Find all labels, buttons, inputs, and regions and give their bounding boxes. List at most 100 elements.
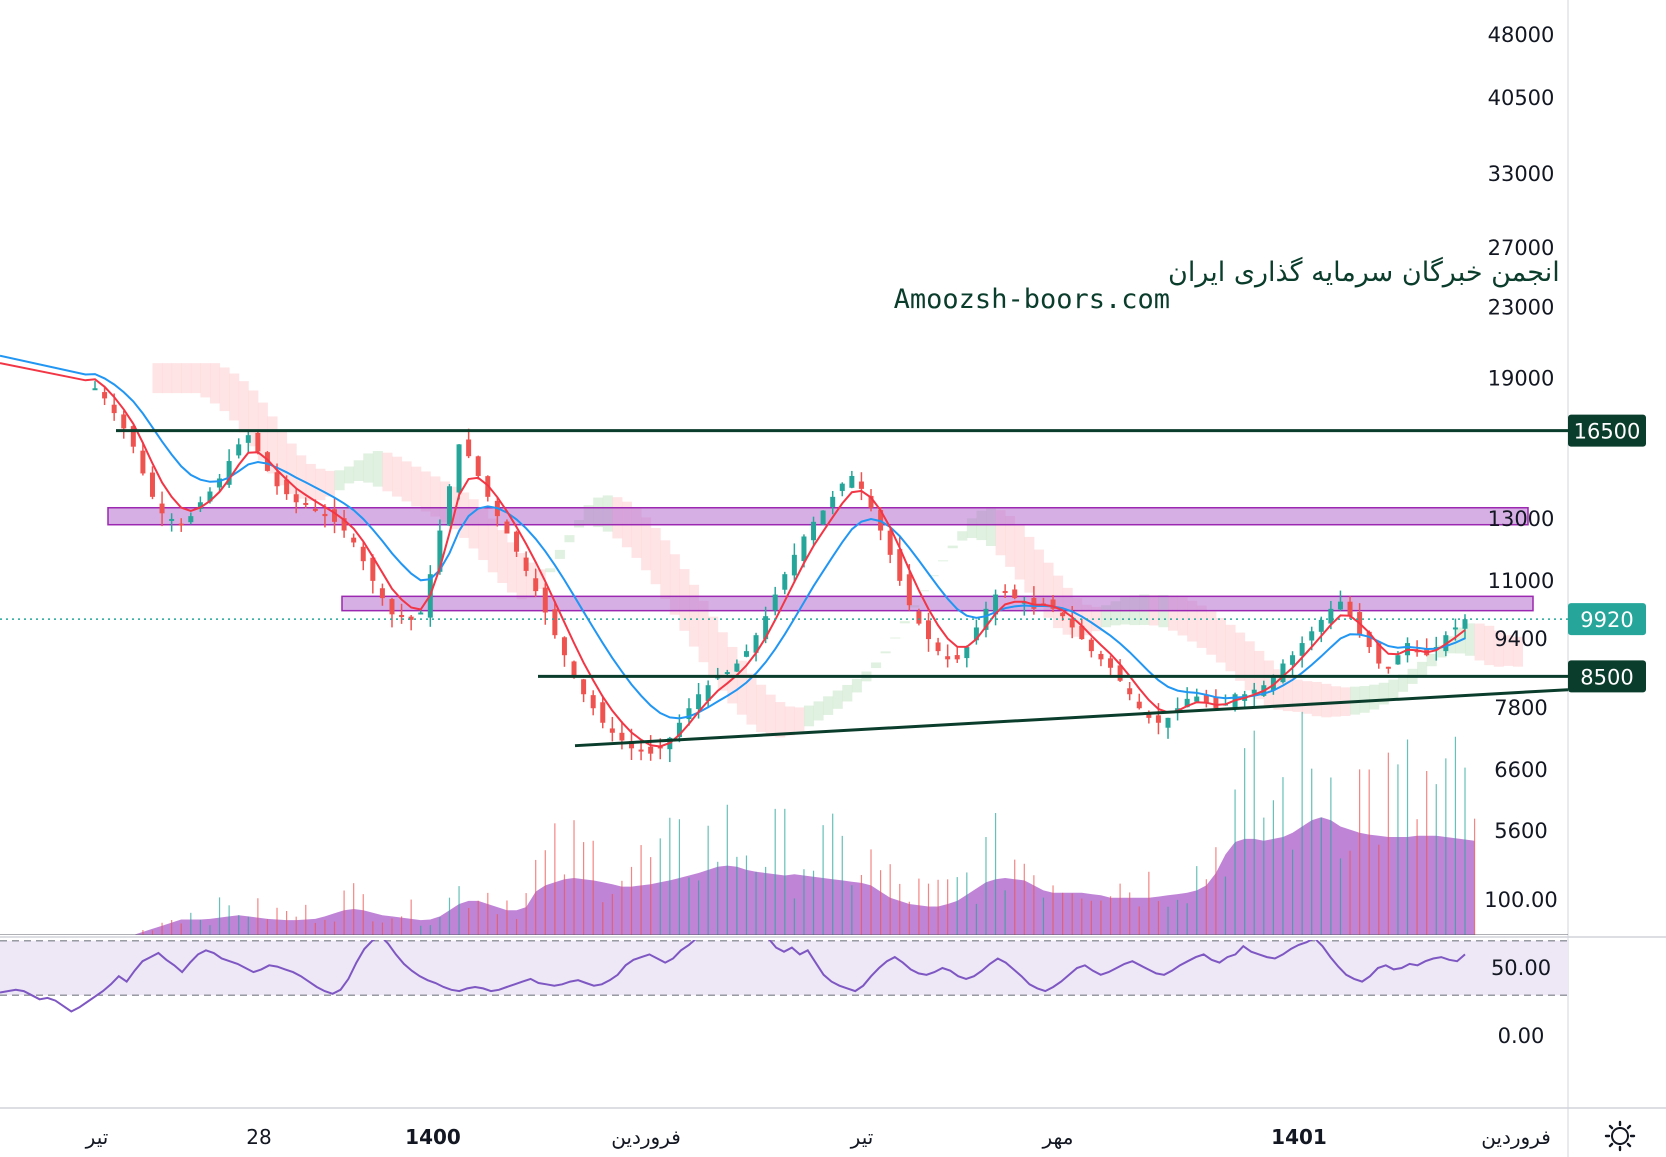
cloud-segment [439,481,450,523]
candle-body [782,574,788,590]
candle-body [906,574,912,606]
cloud-segment [851,678,862,693]
time-tick-label[interactable]: 1401 [1271,1125,1327,1149]
cloud-segment [1168,595,1179,631]
candle-body [676,722,682,738]
candle-body [312,508,318,511]
candle-body [571,661,577,677]
candle-body [1088,639,1094,652]
candle-body [360,546,366,562]
cloud-segment [660,540,671,599]
cloud-segment [545,568,556,573]
horizontal-levels[interactable] [0,429,1569,748]
cloud-segment [506,542,518,593]
cloud-segment [487,518,498,573]
cloud-segment [420,471,431,512]
candle-body [1136,701,1142,709]
resistance-zone[interactable] [341,595,1534,612]
time-tick-label[interactable]: فروردین [1481,1125,1551,1149]
candle-body [169,518,175,521]
candle-body [1117,665,1123,681]
candle-body [1155,715,1161,723]
price-tick-label: 6600 [1494,758,1547,782]
candle-body [897,549,903,581]
rsi-axis: 100.00 50.00 0.00 [1484,888,1557,1048]
candle-body [1194,696,1200,702]
candle-body [188,516,194,523]
cloud-segment [171,363,182,394]
candle-body [370,557,376,581]
cloud-segment [669,554,680,615]
candle-body [1031,597,1037,609]
volume-series [0,711,1568,935]
support-resistance-zones[interactable] [107,506,1534,612]
time-tick-label[interactable]: تیر [85,1125,109,1149]
cloud-segment [784,706,795,736]
candle-body [245,435,251,443]
candle-body [533,578,539,592]
candle-body [466,439,472,457]
candle-body [399,614,405,617]
candle-body [236,444,242,456]
cloud-segment [985,508,997,547]
candle-body [743,651,749,657]
level-price-badge: 8500 [1568,660,1646,693]
candle-body [207,491,213,502]
cloud-segment [947,545,958,549]
cloud-segment [1215,618,1226,663]
cloud-segment [1033,549,1044,606]
ema-slow-line [0,354,1466,720]
cloud-segment [219,367,230,412]
cloud-segment [842,684,853,702]
resistance-zone[interactable] [107,506,1529,526]
candle-body [437,530,443,572]
cloud-segment [200,363,211,398]
cloud-segment [1187,600,1198,642]
cloud-segment [880,651,891,654]
candle-body [418,612,424,615]
candle-body [1251,689,1257,694]
cloud-segment [899,621,910,624]
cloud-segment [181,363,192,394]
gear-icon[interactable] [1604,1120,1636,1152]
time-tick-label[interactable]: تیر [850,1125,874,1149]
time-tick-label[interactable]: فروردین [611,1125,681,1149]
cloud-segment [794,707,805,732]
cloud-segment [1359,686,1370,713]
candle-body [1376,643,1382,664]
candle-body [954,655,960,660]
candle-body [638,749,644,752]
time-tick-label[interactable]: 28 [246,1125,271,1149]
cloud-segment [871,662,882,669]
cloud-segment [554,549,565,559]
cloud-segment [1388,679,1399,699]
cloud-segment [717,632,728,691]
candle-body [1309,631,1315,641]
cloud-segment [353,460,364,482]
candle-body [1108,658,1114,668]
price-tick-label: 40500 [1488,86,1555,110]
trendline[interactable] [574,688,1569,748]
time-tick-label[interactable]: 1400 [405,1125,461,1149]
candle-body [916,611,922,624]
time-axis[interactable]: تیر 28 1400 فروردین تیر مهر 1401 فروردین [85,1125,1551,1149]
price-axis[interactable]: 48000 40500 33000 27000 23000 19000 13000 11000… [1488,23,1555,843]
cloud-segment [190,363,201,394]
time-tick-label[interactable]: مهر [1042,1125,1074,1149]
rsi-pane [0,940,1568,1013]
candle-body [945,656,951,660]
rsi-tick-label: 100.00 [1484,888,1557,912]
cloud-segment [344,466,355,484]
cloud-segment [918,590,929,592]
candle-body [1012,589,1018,599]
candle-body [1462,619,1468,629]
cloud-segment [1426,653,1437,667]
cloud-segment [746,673,757,725]
cloud-segment [957,531,968,541]
candle-body [504,521,510,534]
candle-body [648,746,654,754]
candle-body [1165,717,1171,728]
cloud-segment [1417,661,1428,676]
candle-body [1098,653,1104,660]
